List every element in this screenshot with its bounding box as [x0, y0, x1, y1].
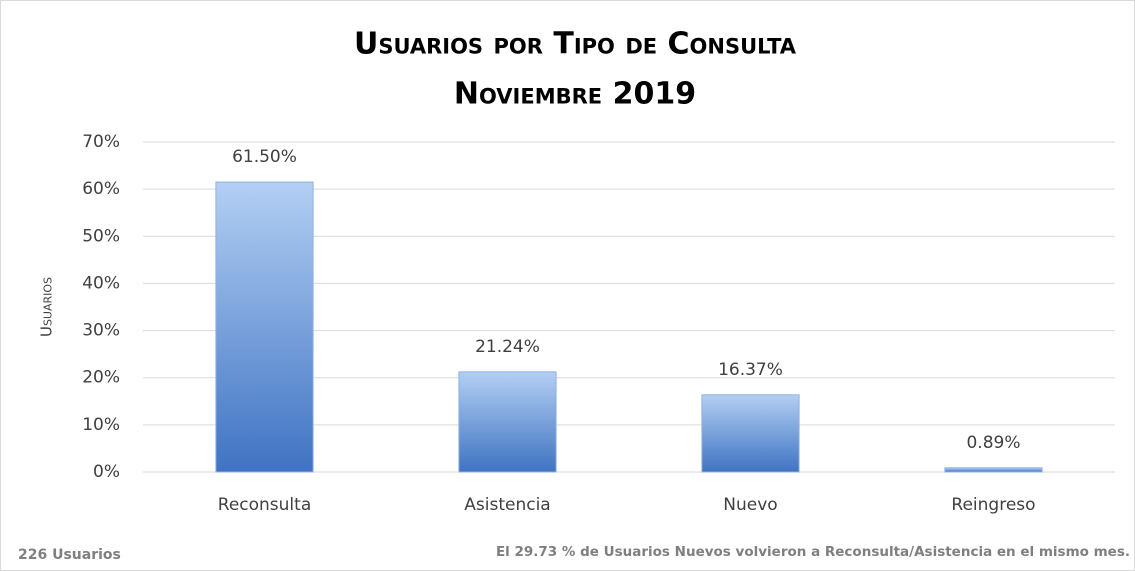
chart-title: Usuarios por Tipo de Consulta [354, 27, 797, 62]
chart-subtitle: Noviembre 2019 [454, 77, 696, 112]
bar [701, 394, 800, 473]
y-tick-label: 40% [82, 273, 120, 293]
x-tick-label: Reconsulta [218, 495, 311, 515]
x-tick-label: Asistencia [464, 495, 550, 515]
data-label: 61.50% [232, 147, 297, 167]
annotation: El 29.73 % de Usuarios Nuevos volvieron … [496, 544, 1130, 560]
data-label: 21.24% [475, 337, 540, 357]
x-tick-label: Reingreso [951, 495, 1035, 515]
y-tick-label: 10% [82, 415, 120, 435]
bar [458, 371, 557, 473]
bar [944, 467, 1043, 473]
y-tick-label: 50% [82, 226, 120, 246]
x-tick-label: Nuevo [723, 495, 777, 515]
footer-left: 226 Usuarios [18, 547, 121, 563]
y-tick-label: 0% [93, 462, 120, 482]
y-tick-label: 30% [82, 321, 120, 341]
y-tick-label: 70% [82, 132, 120, 152]
data-label: 16.37% [718, 360, 783, 380]
y-axis-label: Usuarios [38, 277, 56, 337]
y-tick-label: 60% [82, 179, 120, 199]
data-label: 0.89% [966, 433, 1020, 453]
y-tick-label: 20% [82, 368, 120, 388]
bar [215, 181, 314, 473]
